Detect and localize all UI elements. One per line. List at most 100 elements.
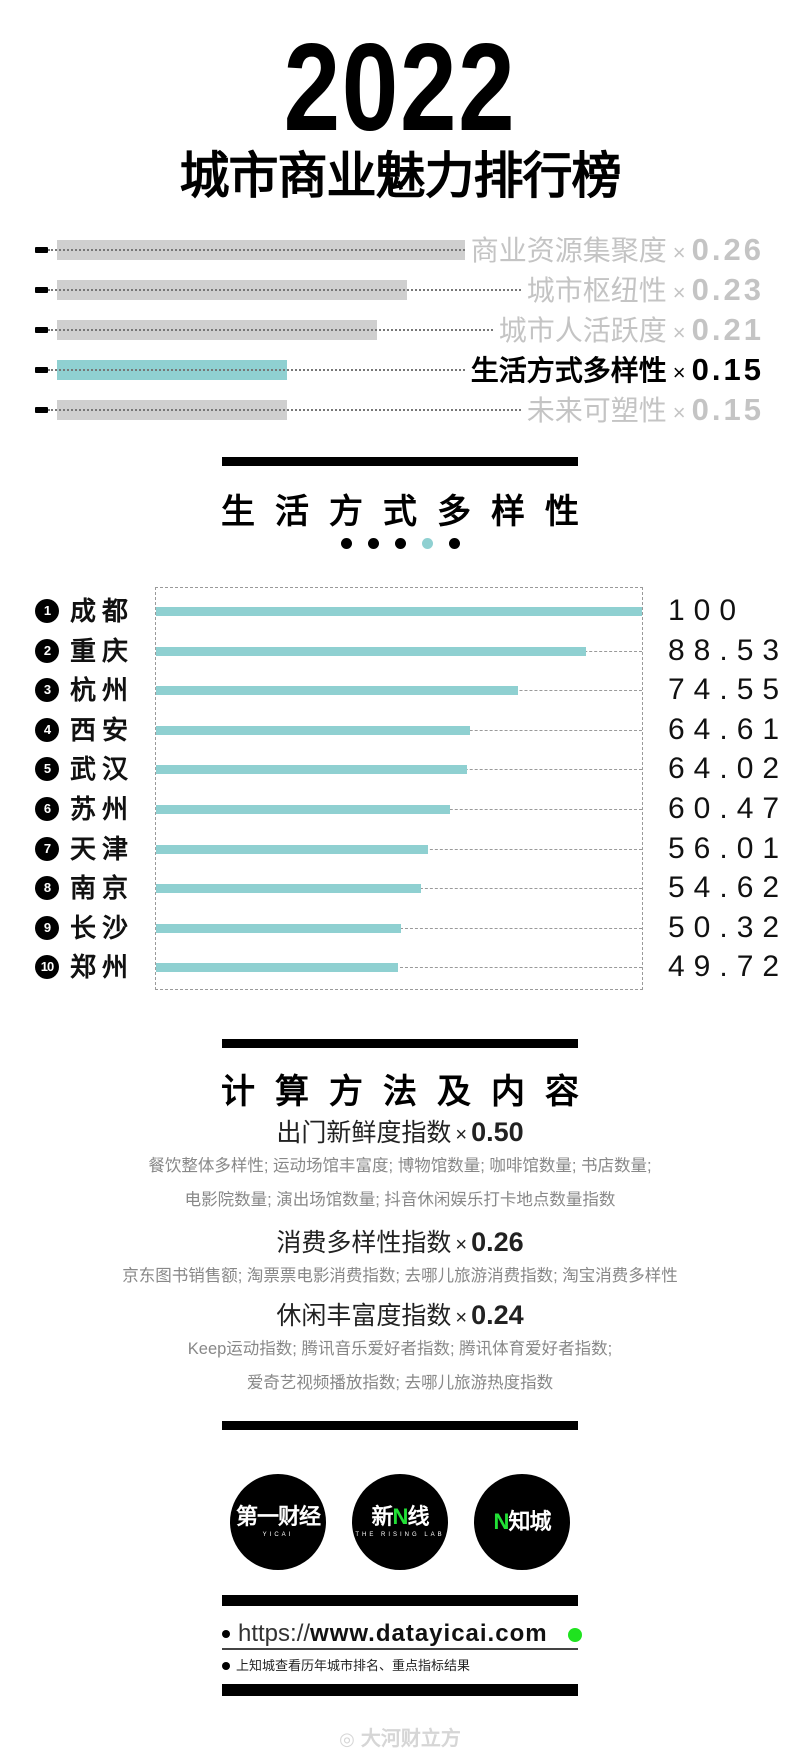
times-symbol: × xyxy=(455,1234,468,1256)
section-divider xyxy=(222,1421,578,1430)
index-name: 休闲丰富度指数 xyxy=(276,1302,452,1330)
score-value: 50.32 xyxy=(668,910,789,944)
index-name: 出门新鲜度指数 xyxy=(276,1119,452,1147)
ranking-row: 10 郑州 49.72 xyxy=(0,947,800,987)
times-symbol: × xyxy=(455,1307,468,1329)
score-value: 56.01 xyxy=(668,831,789,865)
weight-name: 生活方式多样性 xyxy=(470,355,667,386)
score-value: 88.53 xyxy=(668,633,789,667)
score-value: 100 xyxy=(668,594,746,627)
city-name: 重庆 xyxy=(70,635,135,666)
logo-row: 第一财经 YICAI 新N线 THE RISING LAB N知城 xyxy=(0,1474,800,1570)
city-name: 西安 xyxy=(70,714,135,745)
section-title-method: 计算方法及内容 xyxy=(221,1073,599,1111)
page-title: 城市商业魅力排行榜 xyxy=(179,148,622,204)
logo-zhicheng[interactable]: N知城 xyxy=(474,1474,570,1570)
method-heading: 出门新鲜度指数 × 0.50 xyxy=(0,1113,800,1149)
logo-zhicheng-text: N知城 xyxy=(494,1509,552,1534)
score-bar xyxy=(156,607,642,616)
watermark-text: 大河财立方 xyxy=(360,1728,461,1750)
score-bar xyxy=(156,805,450,814)
dash-icon xyxy=(35,407,48,413)
weight-row: 城市枢纽性 × 0.23 xyxy=(0,270,800,310)
guide-line xyxy=(156,967,642,969)
ranking-row: 6 苏州 60.47 xyxy=(0,789,800,829)
bullet-icon xyxy=(222,1662,230,1670)
score-value: 60.47 xyxy=(668,792,789,825)
url-row: https://www.datayicai.com xyxy=(222,1618,582,1650)
weight-name: 城市人活跃度 xyxy=(498,315,667,346)
weight-value: 0.15 xyxy=(691,392,764,427)
status-dot-icon xyxy=(568,1628,582,1642)
pager-dot-icon xyxy=(367,538,379,549)
score-value: 74.55 xyxy=(668,673,789,707)
dash-icon xyxy=(35,367,48,373)
weight-label: 城市人活跃度 × 0.21 xyxy=(494,310,764,350)
year-title: 2022 xyxy=(283,19,517,157)
method-detail: 爱奇艺视频播放指数; 去哪儿旅游热度指数 xyxy=(246,1374,554,1392)
index-name: 消费多样性指数 xyxy=(276,1229,452,1257)
weight-value: 0.26 xyxy=(691,232,764,267)
pager-dot-icon xyxy=(421,538,433,549)
city-name: 南京 xyxy=(70,873,135,904)
footer-note-text: 上知城查看历年城市排名、重点指标结果 xyxy=(236,1658,471,1673)
city-name: 郑州 xyxy=(70,952,135,983)
score-value: 49.72 xyxy=(668,950,789,984)
weight-row: 未来可塑性 × 0.15 xyxy=(0,390,800,430)
method-detail: Keep运动指数; 腾讯音乐爱好者指数; 腾讯体育爱好者指数; xyxy=(187,1340,613,1358)
dash-icon xyxy=(35,327,48,333)
score-bar xyxy=(156,963,398,973)
score-value: 64.61 xyxy=(668,712,789,746)
ranking-row: 2 重庆 88.53 xyxy=(0,631,800,671)
weight-row: 城市人活跃度 × 0.21 xyxy=(0,310,800,350)
website-link[interactable]: https://www.datayicai.com xyxy=(238,1618,548,1650)
chart-frame xyxy=(155,587,643,990)
method-detail: 电影院数量; 演出场馆数量; 抖音休闲娱乐打卡地点数量指数 xyxy=(184,1191,616,1209)
logo-rising-lab-sub: THE RISING LAB xyxy=(355,1532,445,1538)
pager-dot-icon xyxy=(394,538,406,549)
index-weight: 0.50 xyxy=(471,1117,524,1147)
method-heading: 消费多样性指数 × 0.26 xyxy=(0,1223,800,1259)
weight-label: 城市枢纽性 × 0.23 xyxy=(522,270,764,310)
city-name: 成都 xyxy=(70,596,135,626)
weibo-icon: ◎ xyxy=(339,1729,355,1749)
pager-dot-icon xyxy=(340,538,352,549)
times-symbol: × xyxy=(672,320,686,345)
method-detail: 京东图书销售额; 淘票票电影消费指数; 去哪儿旅游消费指数; 淘宝消费多样性 xyxy=(122,1267,678,1285)
times-symbol: × xyxy=(672,400,686,425)
score-bar xyxy=(156,923,401,933)
logo-rising-lab[interactable]: 新N线 THE RISING LAB xyxy=(352,1474,448,1570)
method-heading: 休闲丰富度指数 × 0.24 xyxy=(0,1296,800,1332)
weight-value: 0.23 xyxy=(691,272,764,307)
method-detail: 餐饮整体多样性; 运动场馆丰富度; 博物馆数量; 咖啡馆数量; 书店数量; xyxy=(148,1157,652,1175)
score-bar xyxy=(156,646,586,656)
logo-rising-lab-text: 新N线 xyxy=(372,1505,430,1529)
weight-label: 未来可塑性 × 0.15 xyxy=(522,390,764,430)
rank-badge: 7 xyxy=(35,836,59,861)
times-symbol: × xyxy=(672,280,686,305)
index-weight: 0.24 xyxy=(471,1300,524,1330)
footer-note: 上知城查看历年城市排名、重点指标结果 xyxy=(222,1656,578,1676)
rank-badge: 3 xyxy=(35,678,59,703)
ranking-row: 1 成都 100 xyxy=(0,591,800,631)
weight-label: 商业资源集聚度 × 0.26 xyxy=(466,230,764,270)
section-divider xyxy=(222,1595,578,1606)
rank-badge: 4 xyxy=(35,717,59,742)
leader-line xyxy=(48,329,704,331)
score-bar xyxy=(156,686,518,696)
logo-text-right: 知城 xyxy=(508,1509,551,1534)
logo-yicai[interactable]: 第一财经 YICAI xyxy=(230,1474,326,1570)
ranking-row: 3 杭州 74.55 xyxy=(0,670,800,710)
ranking-row: 5 武汉 64.02 xyxy=(0,749,800,789)
city-name: 杭州 xyxy=(70,675,135,706)
url-domain: www.datayicai.com xyxy=(310,1620,548,1647)
rank-badge: 9 xyxy=(35,915,59,940)
dash-icon xyxy=(35,247,48,253)
score-value: 64.02 xyxy=(668,752,789,786)
rank-badge: 10 xyxy=(35,955,59,980)
rank-badge: 2 xyxy=(35,638,59,663)
city-name: 武汉 xyxy=(70,754,135,785)
score-bar xyxy=(156,765,467,775)
rank-badge: 5 xyxy=(35,757,59,782)
score-bar xyxy=(156,884,421,894)
